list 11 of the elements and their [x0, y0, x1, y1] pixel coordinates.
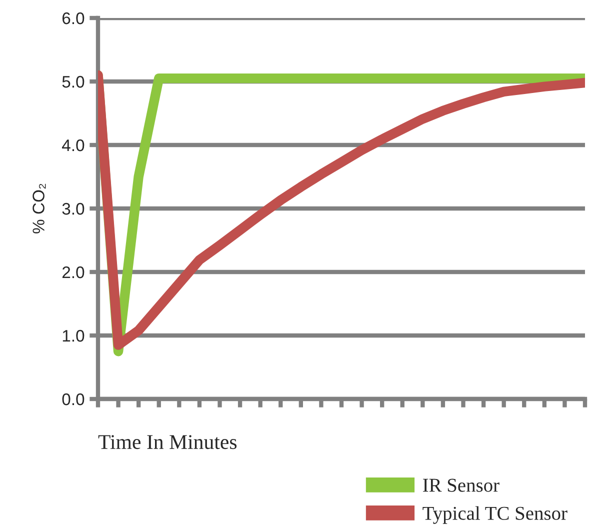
- legend-label: Typical TC Sensor: [422, 506, 568, 524]
- y-tick-label: 2.0: [62, 266, 84, 278]
- legend-label: IR Sensor: [423, 478, 500, 492]
- y-tick-label: 5.0: [62, 76, 84, 88]
- x-axis-title: Time In Minutes: [98, 435, 237, 450]
- y-tick-label: 6.0: [62, 12, 84, 24]
- y-tick-label: 0.0: [62, 393, 84, 406]
- y-tick-label: 4.0: [62, 139, 84, 152]
- y-tick-label: 3.0: [62, 202, 84, 215]
- y-axis-title: % CO₂: [32, 184, 46, 234]
- y-tick-label: 1.0: [62, 330, 84, 342]
